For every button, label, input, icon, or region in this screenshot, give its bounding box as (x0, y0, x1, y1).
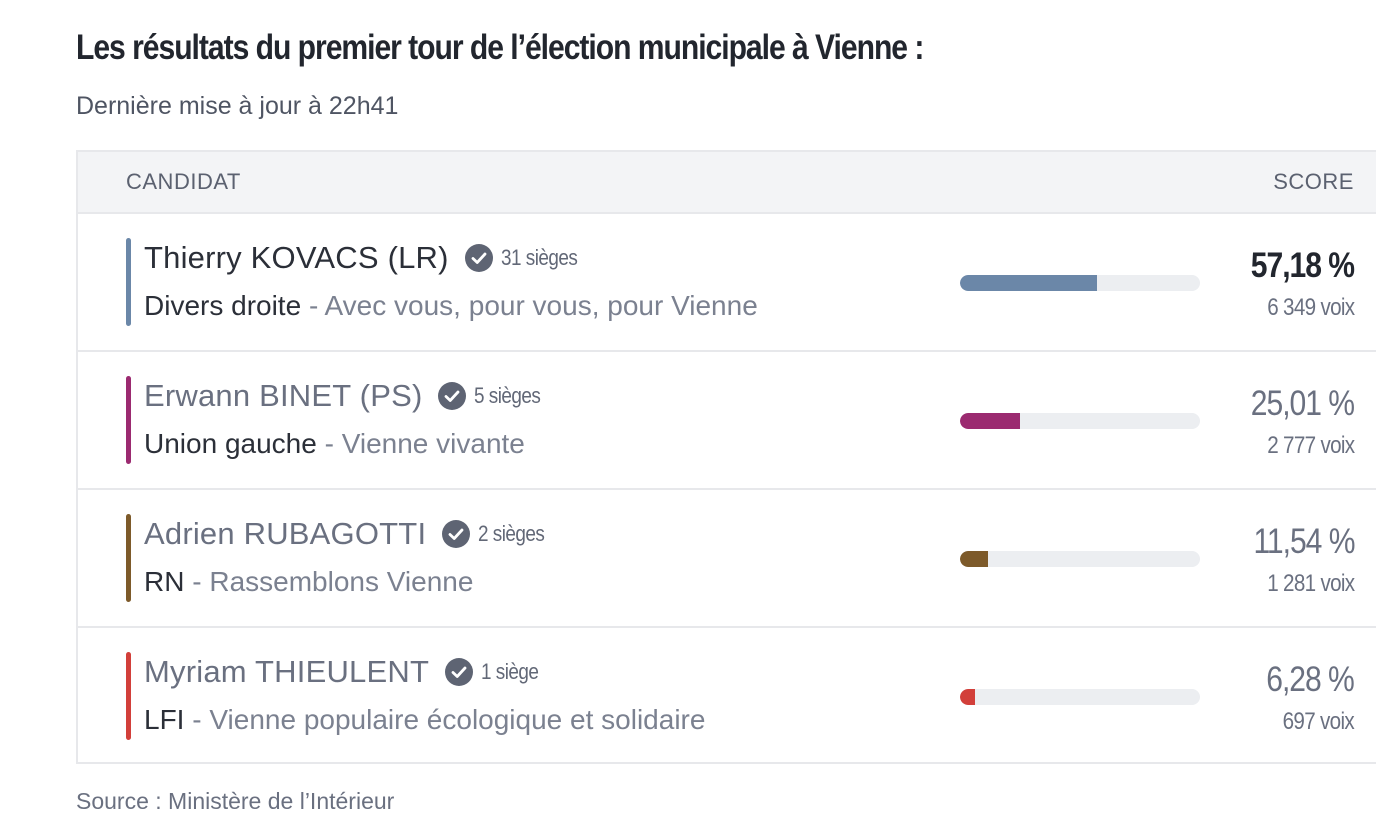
score-votes: 697 voix (1282, 708, 1355, 735)
table-row: Adrien RUBAGOTTI 2 sièges RN - Rassemblons… (78, 490, 1376, 628)
political-nuance: Divers droite (144, 290, 302, 321)
candidate-name: Adrien RUBAGOTTI (144, 516, 427, 551)
score-percent: 6,28 % (1266, 660, 1355, 699)
separator: - (301, 290, 325, 321)
score-bar-fill (960, 275, 1098, 291)
separator: - (184, 566, 210, 597)
column-header-score: SCORE (1273, 169, 1354, 194)
score-percent: 11,54 % (1253, 522, 1355, 561)
page-title: Les résultats du premier tour de l’élect… (76, 28, 924, 67)
score-bar-track (960, 551, 1200, 567)
seats-count: 2 sièges (478, 521, 545, 546)
score-votes: 6 349 voix (1266, 294, 1355, 321)
last-update: Dernière mise à jour à 22h41 (76, 92, 399, 120)
candidate-name: Erwann BINET (PS) (144, 378, 423, 413)
separator: - (316, 428, 342, 459)
seats-count: 1 siège (481, 659, 539, 684)
score-votes: 2 777 voix (1266, 432, 1355, 459)
score-bar-fill (960, 689, 976, 705)
table-row: Erwann BINET (PS) 5 sièges Union gauche - … (78, 352, 1376, 490)
list-line: LFI - Vienne populaire écologique et sol… (144, 704, 705, 736)
candidate-name: Myriam THIEULENT (144, 654, 430, 689)
score-percent: 25,01 % (1250, 384, 1355, 423)
candidate-line: Thierry KOVACS (LR) 31 sièges (144, 240, 589, 276)
source-note: Source : Ministère de l’Intérieur (76, 788, 395, 814)
seats-count: 31 sièges (500, 245, 578, 270)
table-row: Myriam THIEULENT 1 siège LFI - Vienne popu… (78, 628, 1376, 766)
candidate-line: Erwann BINET (PS) 5 sièges (144, 378, 552, 414)
score-votes: 1 281 voix (1266, 570, 1355, 597)
column-header-candidat: CANDIDAT (126, 169, 241, 194)
candidate-line: Myriam THIEULENT 1 siège (144, 654, 548, 690)
table-row: Thierry KOVACS (LR) 31 sièges Divers droit… (78, 214, 1376, 352)
score-bar-fill (960, 551, 988, 567)
separator: - (184, 704, 210, 735)
political-nuance: RN (144, 566, 185, 597)
check-circle-icon (442, 520, 471, 548)
list-line: RN - Rassemblons Vienne (144, 566, 473, 598)
list-name: Vienne populaire écologique et solidaire (209, 704, 706, 735)
score-bar-track (960, 689, 1200, 705)
candidate-line: Adrien RUBAGOTTI 2 sièges (144, 516, 555, 552)
check-circle-icon (438, 382, 467, 410)
party-color-bar (126, 652, 131, 740)
party-color-bar (126, 514, 131, 602)
list-name: Avec vous, pour vous, pour Vienne (324, 290, 758, 321)
list-name: Rassemblons Vienne (209, 566, 474, 597)
check-circle-icon (445, 658, 474, 686)
list-line: Divers droite - Avec vous, pour vous, po… (144, 290, 758, 322)
table-header: CANDIDAT SCORE (78, 152, 1376, 214)
score-bar-track (960, 275, 1200, 291)
list-name: Vienne vivante (341, 428, 525, 459)
score-bar-fill (960, 413, 1021, 429)
results-table: CANDIDAT SCORE Thierry KOVACS (LR) 31 siè… (76, 150, 1376, 764)
score-percent: 57,18 % (1250, 246, 1355, 285)
political-nuance: LFI (144, 704, 185, 735)
score-bar-track (960, 413, 1200, 429)
party-color-bar (126, 238, 131, 326)
party-color-bar (126, 376, 131, 464)
check-circle-icon (464, 244, 493, 272)
candidate-name: Thierry KOVACS (LR) (144, 240, 449, 275)
seats-count: 5 sièges (474, 383, 541, 408)
list-line: Union gauche - Vienne vivante (144, 428, 525, 460)
political-nuance: Union gauche (144, 428, 317, 459)
